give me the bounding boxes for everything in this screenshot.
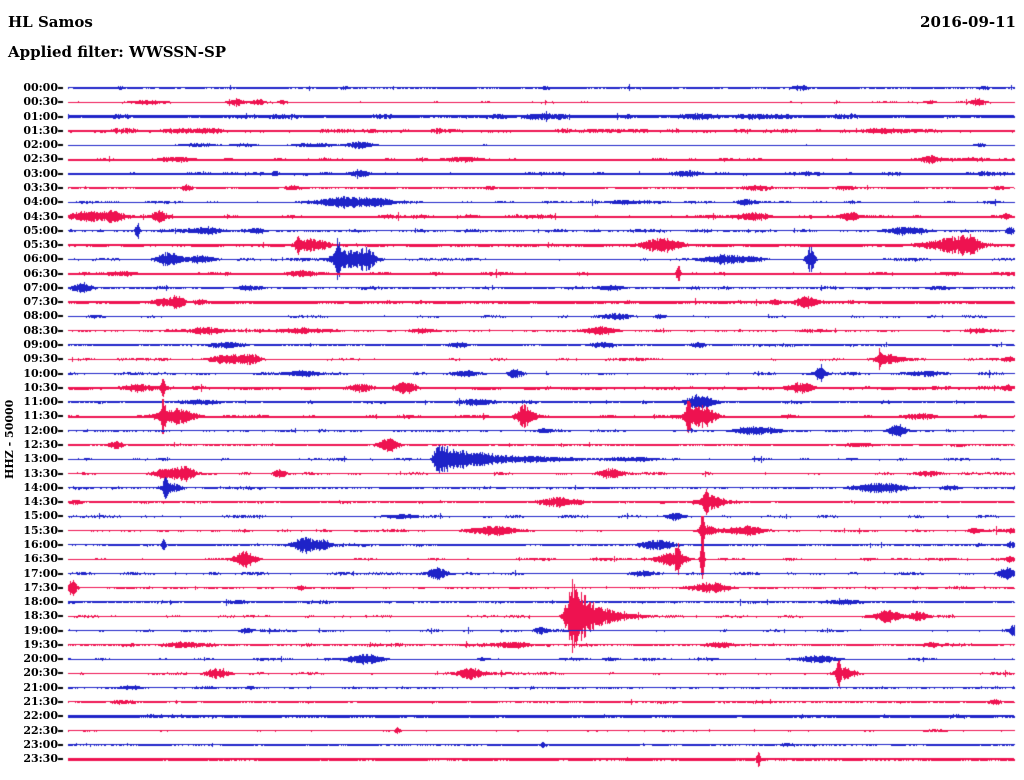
time-label: 01:30 <box>23 123 58 137</box>
time-label: 01:00 <box>23 109 58 123</box>
time-label: 06:00 <box>23 252 58 266</box>
time-label: 00:30 <box>23 95 58 109</box>
time-labels: 00:00 00:30 01:00 01:30 02:00 02:30 03:00 03:30… <box>0 0 60 780</box>
time-label: 20:30 <box>23 666 58 680</box>
time-label: 03:00 <box>23 166 58 180</box>
time-label: 23:00 <box>23 737 58 751</box>
time-label: 09:00 <box>23 338 58 352</box>
time-label: 13:30 <box>23 466 58 480</box>
time-label: 19:00 <box>23 623 58 637</box>
time-label: 18:30 <box>23 609 58 623</box>
filter-label: Applied filter: WWSSN-SP <box>8 43 227 61</box>
time-label: 10:00 <box>23 366 58 380</box>
time-label: 22:30 <box>23 723 58 737</box>
time-label: 14:30 <box>23 495 58 509</box>
time-label: 07:30 <box>23 295 58 309</box>
time-label: 07:00 <box>23 280 58 294</box>
time-label: 02:00 <box>23 138 58 152</box>
time-label: 05:00 <box>23 223 58 237</box>
time-label: 23:30 <box>23 752 58 766</box>
time-label: 21:30 <box>23 695 58 709</box>
time-label: 16:00 <box>23 537 58 551</box>
time-label: 17:30 <box>23 580 58 594</box>
station-title: HL Samos <box>8 13 93 31</box>
time-label: 18:00 <box>23 595 58 609</box>
time-label: 04:00 <box>23 195 58 209</box>
time-label: 19:30 <box>23 637 58 651</box>
time-label: 10:30 <box>23 380 58 394</box>
time-label: 12:30 <box>23 438 58 451</box>
time-label: 14:00 <box>23 480 58 494</box>
time-label: 17:00 <box>23 566 58 580</box>
time-label: 22:00 <box>23 709 58 723</box>
time-label: 16:30 <box>23 552 58 566</box>
time-label: 21:00 <box>23 680 58 694</box>
time-label: 06:30 <box>23 266 58 280</box>
date-label: 2016-09-11 <box>920 13 1016 31</box>
time-label: 11:00 <box>23 395 58 409</box>
time-label: 15:30 <box>23 523 58 537</box>
time-label: 11:30 <box>23 409 58 423</box>
time-label: 05:30 <box>23 238 58 252</box>
time-label: 08:00 <box>23 309 58 323</box>
time-label: 09:30 <box>23 352 58 366</box>
time-label: 00:00 <box>23 81 58 94</box>
time-label: 03:30 <box>23 180 58 194</box>
time-label: 15:00 <box>23 509 58 523</box>
time-label: 12:00 <box>23 423 58 437</box>
time-label: 02:30 <box>23 152 58 166</box>
time-label: 20:00 <box>23 652 58 666</box>
time-label: 13:00 <box>23 452 58 466</box>
time-label: 04:30 <box>23 209 58 223</box>
time-label: 08:30 <box>23 323 58 337</box>
